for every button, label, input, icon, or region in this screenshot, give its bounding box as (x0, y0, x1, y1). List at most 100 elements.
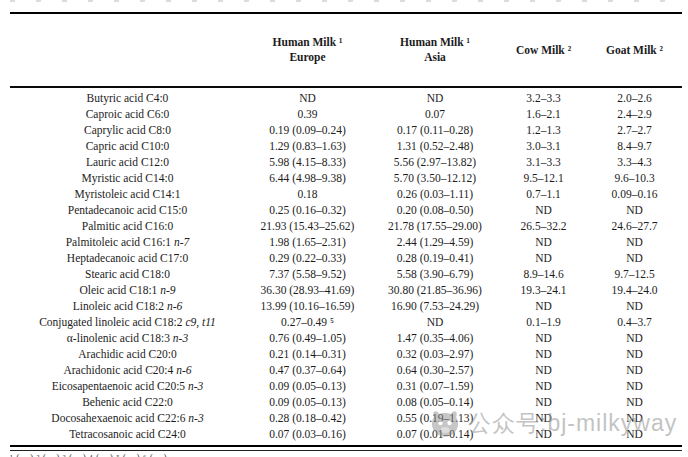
cell-human-milk-europe: 0.07 (0.03–0.16) (245, 426, 370, 442)
cell-human-milk-europe: 0.25 (0.16–0.32) (245, 202, 370, 218)
table-row: Pentadecanoic acid C15:00.25 (0.16–0.32)… (10, 202, 682, 218)
table-row: Tetracosanoic acid C24:00.07 (0.03–0.16)… (10, 426, 682, 442)
row-label: Arachidonic acid C20:4 n-6 (10, 362, 245, 378)
cell-human-milk-asia: 0.07 (370, 106, 500, 122)
table-row: Myristoleic acid C14:10.180.26 (0.03–1.1… (10, 186, 682, 202)
row-label: Butyric acid C4:0 (10, 90, 245, 106)
cell-human-milk-asia: 5.58 (3.90–6.79) (370, 266, 500, 282)
row-label: Myristoleic acid C14:1 (10, 186, 245, 202)
cell-goat-milk: ND (587, 250, 682, 266)
table-row: Behenic acid C22:00.09 (0.05–0.13)0.08 (… (10, 394, 682, 410)
col-header-line1: Human Milk ¹ (245, 35, 370, 50)
fatty-acid-table: Human Milk ¹ Europe Human Milk ¹ Asia Co… (10, 12, 682, 457)
row-label: Tetracosanoic acid C24:0 (10, 426, 245, 442)
cell-goat-milk: ND (587, 346, 682, 362)
row-label: α-linolenic acid C18:3 n-3 (10, 330, 245, 346)
cell-cow-milk: ND (500, 426, 587, 442)
cell-human-milk-asia: 5.56 (2.97–13.82) (370, 154, 500, 170)
col-header-line1: Goat Milk ² (587, 43, 682, 58)
row-label: Lauric acid C12:0 (10, 154, 245, 170)
cell-goat-milk: ND (587, 202, 682, 218)
cell-cow-milk: 3.0–3.1 (500, 138, 587, 154)
cell-goat-milk: ND (587, 426, 682, 442)
table-body: Butyric acid C4:0NDND3.2–3.32.0–2.6Capro… (10, 88, 682, 444)
cell-cow-milk: ND (500, 250, 587, 266)
cell-human-milk-europe: 7.37 (5.58–9.52) (245, 266, 370, 282)
cell-cow-milk: 19.3–24.1 (500, 282, 587, 298)
table-bottom-rule (10, 445, 682, 451)
cell-human-milk-europe: 36.30 (28.93–41.69) (245, 282, 370, 298)
table-row: Caproic acid C6:00.390.071.6–2.12.4–2.9 (10, 106, 682, 122)
cell-human-milk-asia: 0.28 (0.19–0.41) (370, 250, 500, 266)
table-header: Human Milk ¹ Europe Human Milk ¹ Asia Co… (10, 14, 682, 88)
cell-human-milk-asia: 5.70 (3.50–12.12) (370, 170, 500, 186)
row-label: Myristic acid C14:0 (10, 170, 245, 186)
col-header-goat-milk: Goat Milk ² (587, 43, 682, 58)
table-row: Lauric acid C12:05.98 (4.15–8.33)5.56 (2… (10, 154, 682, 170)
cell-human-milk-asia: 0.26 (0.03–1.11) (370, 186, 500, 202)
cell-human-milk-europe: 0.18 (245, 186, 370, 202)
cell-goat-milk: 0.09–0.16 (587, 186, 682, 202)
row-label: Oleic acid C18:1 n-9 (10, 282, 245, 298)
cell-goat-milk: 19.4–24.0 (587, 282, 682, 298)
cell-human-milk-europe: 0.28 (0.18–0.42) (245, 410, 370, 426)
cell-human-milk-asia: 1.31 (0.52–2.48) (370, 138, 500, 154)
row-label: Arachidic acid C20:0 (10, 346, 245, 362)
row-label: Palmitic acid C16:0 (10, 218, 245, 234)
cell-goat-milk: 2.0–2.6 (587, 90, 682, 106)
table-row: Heptadecanoic acid C17:00.29 (0.22–0.33)… (10, 250, 682, 266)
cell-human-milk-asia: 0.64 (0.30–2.57) (370, 362, 500, 378)
cell-human-milk-europe: 0.21 (0.14–0.31) (245, 346, 370, 362)
col-header-cow-milk: Cow Milk ² (500, 43, 587, 58)
table-row: Conjugated linoleic acid C18:2 c9, t11 0.… (10, 314, 682, 330)
cell-goat-milk: 9.6–10.3 (587, 170, 682, 186)
cell-cow-milk: ND (500, 394, 587, 410)
cell-human-milk-europe: 1.98 (1.65–2.31) (245, 234, 370, 250)
cell-human-milk-asia: 0.55 (0.19–1.13) (370, 410, 500, 426)
cell-human-milk-asia: 30.80 (21.85–36.96) (370, 282, 500, 298)
cell-cow-milk: 0.7–1.1 (500, 186, 587, 202)
cell-human-milk-europe: 0.09 (0.05–0.13) (245, 394, 370, 410)
cell-goat-milk: ND (587, 378, 682, 394)
cell-cow-milk: 3.1–3.3 (500, 154, 587, 170)
cell-human-milk-asia: 16.90 (7.53–24.29) (370, 298, 500, 314)
cell-cow-milk: 9.5–12.1 (500, 170, 587, 186)
row-label: Caprylic acid C8:0 (10, 122, 245, 138)
table-row: Capric acid C10:01.29 (0.83–1.63)1.31 (0… (10, 138, 682, 154)
cell-human-milk-europe: 1.29 (0.83–1.63) (245, 138, 370, 154)
cell-goat-milk: 2.4–2.9 (587, 106, 682, 122)
cell-goat-milk: ND (587, 410, 682, 426)
row-label: Caproic acid C6:0 (10, 106, 245, 122)
row-label: Pentadecanoic acid C15:0 (10, 202, 245, 218)
cell-cow-milk: ND (500, 346, 587, 362)
row-label: Linoleic acid C18:2 n-6 (10, 298, 245, 314)
table-row: Palmitic acid C16:021.93 (15.43–25.62)21… (10, 218, 682, 234)
row-label: Capric acid C10:0 (10, 138, 245, 154)
cell-cow-milk: 26.5–32.2 (500, 218, 587, 234)
cell-goat-milk: 0.4–3.7 (587, 314, 682, 330)
cell-human-milk-europe: 6.44 (4.98–9.38) (245, 170, 370, 186)
cell-cow-milk: ND (500, 362, 587, 378)
row-label: Heptadecanoic acid C17:0 (10, 250, 245, 266)
table-row: Arachidonic acid C20:4 n-60.47 (0.37–0.6… (10, 362, 682, 378)
cell-goat-milk: 24.6–27.7 (587, 218, 682, 234)
table-row: Linoleic acid C18:2 n-613.99 (10.16–16.5… (10, 298, 682, 314)
cell-goat-milk: ND (587, 330, 682, 346)
cell-goat-milk: 9.7–12.5 (587, 266, 682, 282)
col-header-line1: Cow Milk ² (500, 43, 587, 58)
cell-human-milk-europe: 0.39 (245, 106, 370, 122)
col-header-human-milk-asia: Human Milk ¹ Asia (370, 35, 500, 65)
cell-goat-milk: ND (587, 362, 682, 378)
cell-human-milk-asia: ND (370, 314, 500, 330)
clipped-footnote: ¹ (…) ² (…) ³ (…) ⁴ (…) ⁵ (…) ⁶ (…) (10, 453, 682, 457)
table-row: Arachidic acid C20:00.21 (0.14–0.31)0.32… (10, 346, 682, 362)
cell-human-milk-asia: 0.32 (0.03–2.97) (370, 346, 500, 362)
cell-human-milk-europe: 0.19 (0.09–0.24) (245, 122, 370, 138)
cell-human-milk-europe: 13.99 (10.16–16.59) (245, 298, 370, 314)
cell-cow-milk: 8.9–14.6 (500, 266, 587, 282)
row-label: Conjugated linoleic acid C18:2 c9, t11 (10, 314, 245, 330)
cell-goat-milk: 3.3–4.3 (587, 154, 682, 170)
cell-goat-milk: ND (587, 234, 682, 250)
cell-human-milk-europe: 5.98 (4.15–8.33) (245, 154, 370, 170)
table-row: Eicosapentaenoic acid C20:5 n-30.09 (0.0… (10, 378, 682, 394)
